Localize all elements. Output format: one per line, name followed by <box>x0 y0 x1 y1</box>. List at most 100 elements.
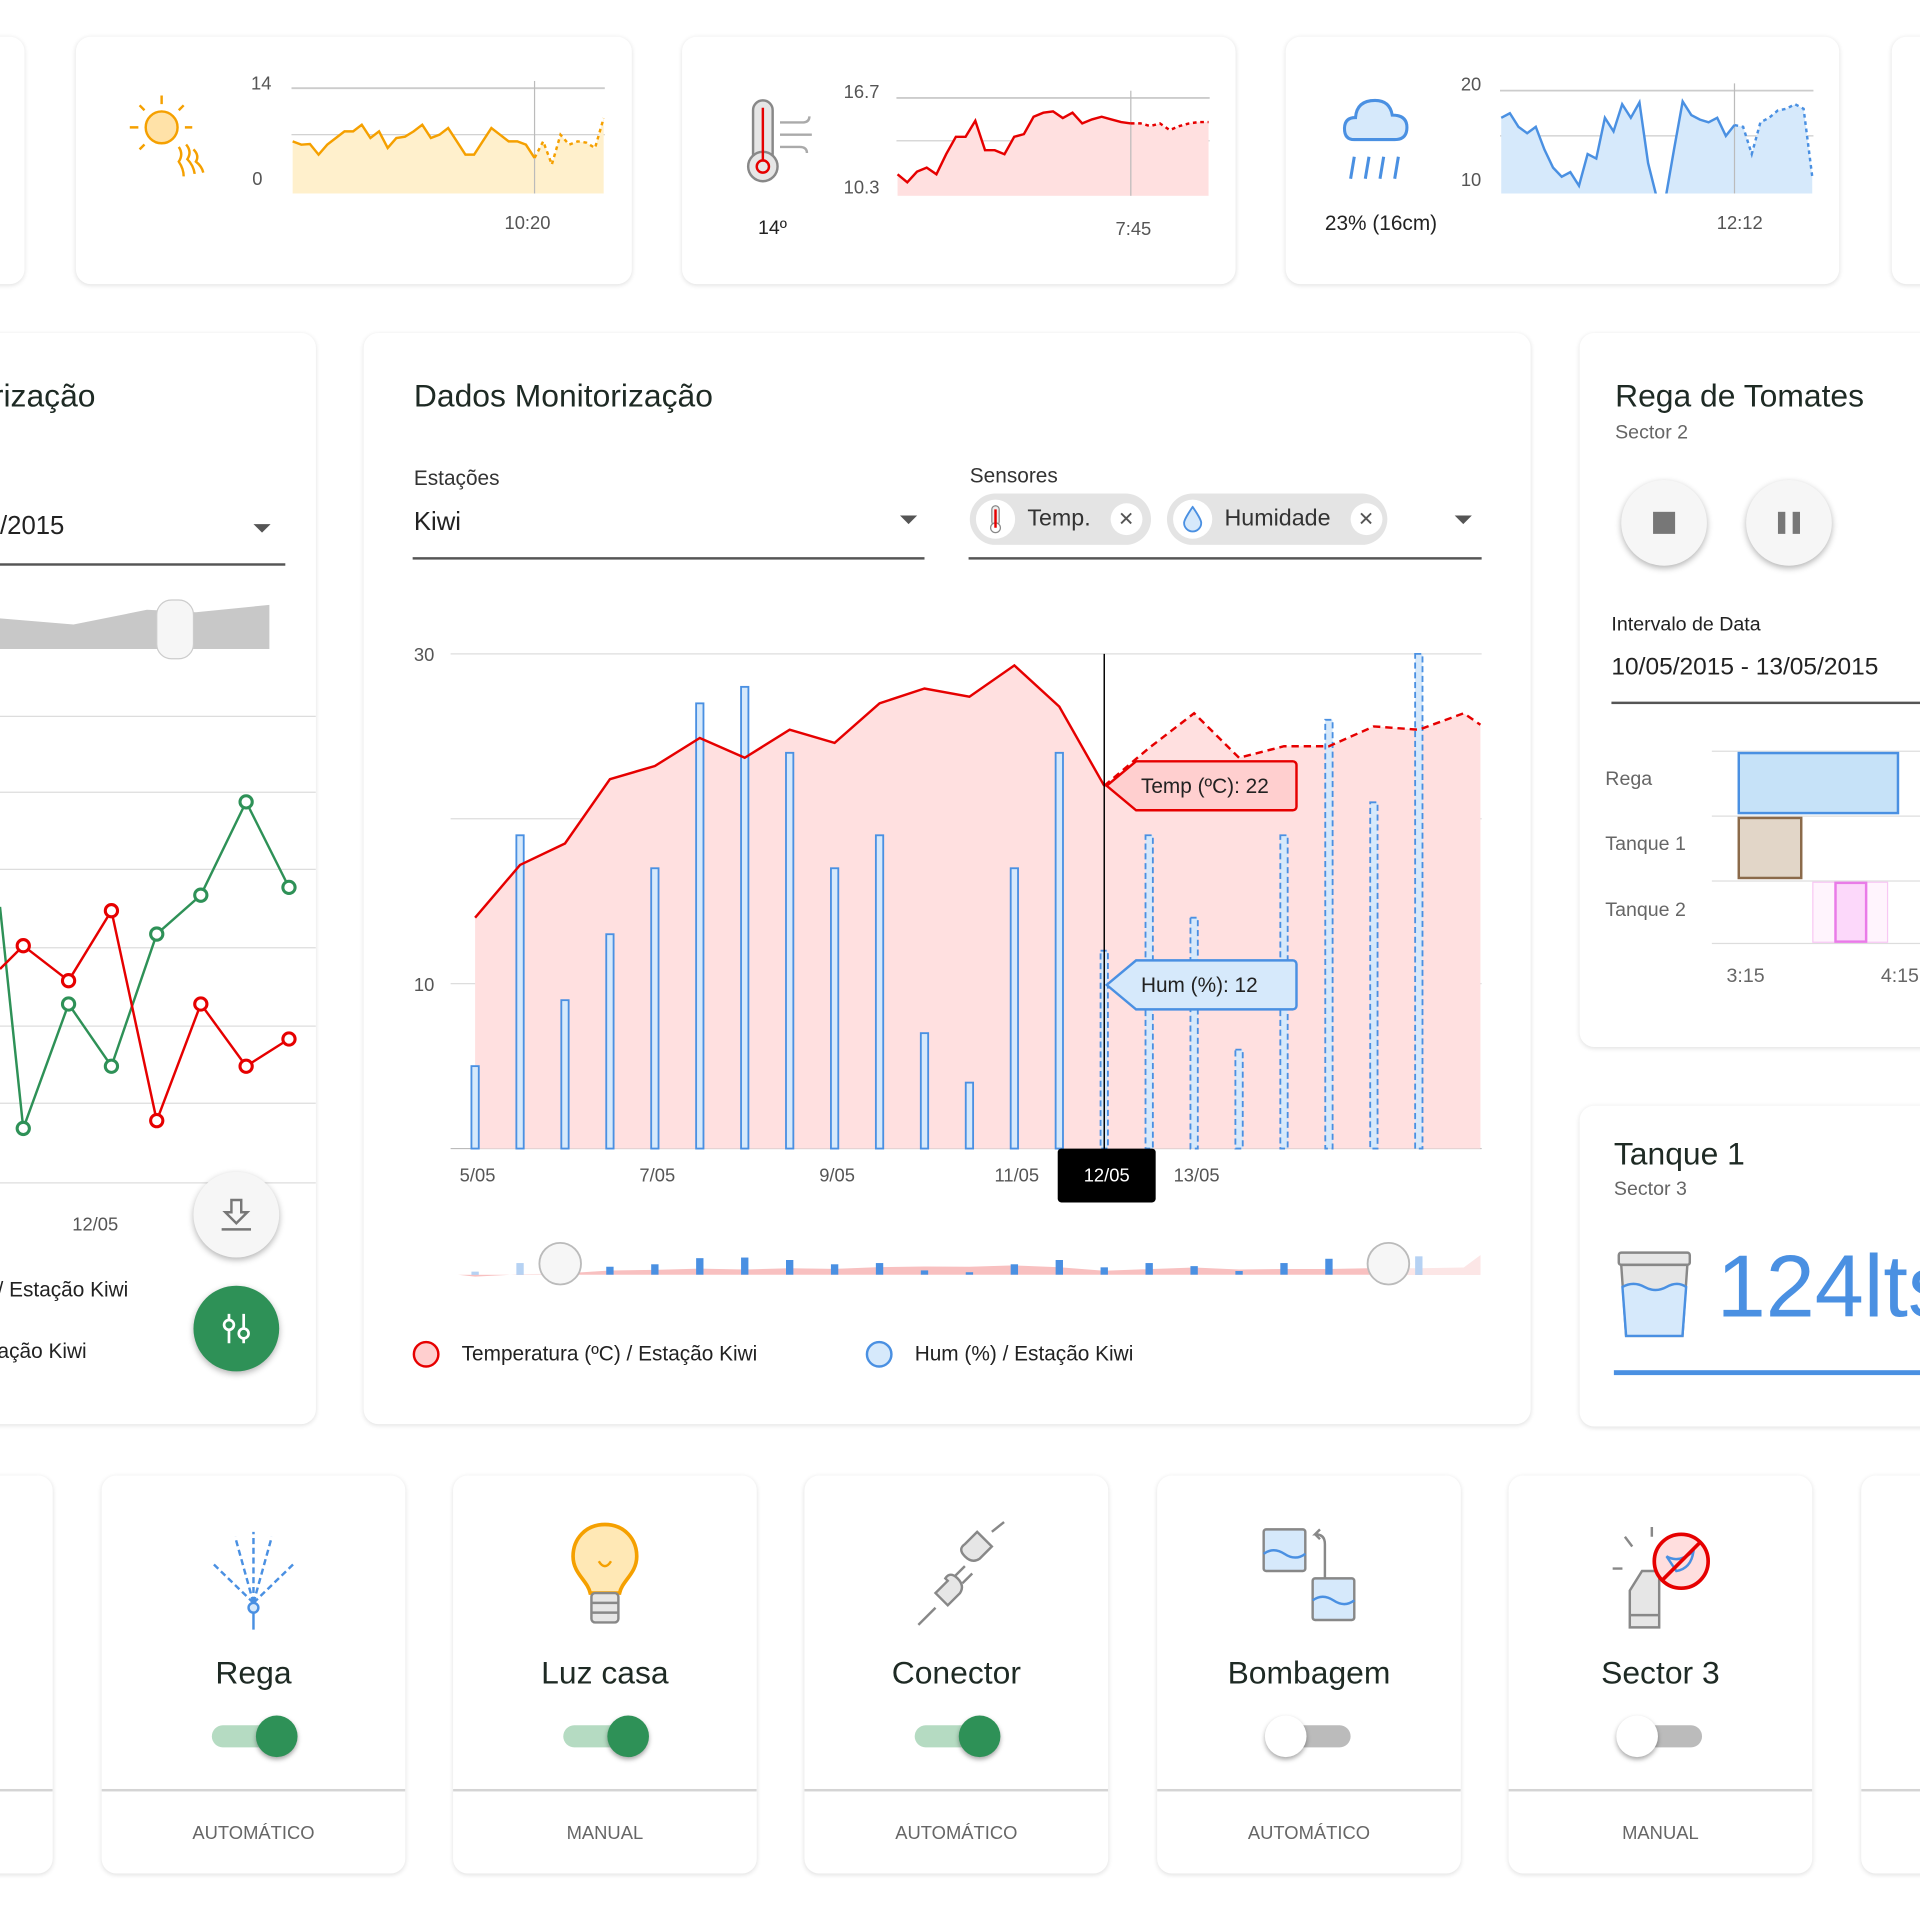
area-fill <box>1501 101 1813 194</box>
data-point <box>60 973 77 989</box>
chevron-down-icon[interactable] <box>1454 515 1472 525</box>
time-label: 7:45 <box>1115 219 1152 241</box>
rega-timeline-bar[interactable] <box>1737 751 1900 815</box>
weather-card-sun: 14 0 10:20 <box>75 36 632 285</box>
legend-item[interactable]: / Estação Kiwi <box>0 1278 129 1302</box>
divider <box>453 1788 757 1792</box>
device-mode[interactable]: AUTOMÁTICO <box>1247 1823 1371 1845</box>
date-range-label: Intervalo de Data <box>1611 614 1761 636</box>
navigator-bar <box>1100 1267 1108 1275</box>
legend-hum-marker[interactable] <box>865 1340 893 1368</box>
rega-tomates-card: Rega de Tomates Sector 2 Intervalo de Da… <box>1579 333 1920 1047</box>
field-underline <box>0 563 286 566</box>
chip-humidity[interactable]: Humidade ✕ <box>1166 493 1388 545</box>
toggle-knob[interactable] <box>1616 1715 1658 1758</box>
device-mode[interactable]: MANUAL <box>1622 1823 1699 1845</box>
legend-hum-label[interactable]: Hum (%) / Estação Kiwi <box>914 1342 1134 1366</box>
device-toggle[interactable] <box>914 1715 1001 1758</box>
timeline-row-label: Tanque 2 <box>1605 900 1686 921</box>
timeline-grid <box>1711 880 1920 882</box>
thermometer-icon <box>990 505 1002 534</box>
hum-bar <box>919 1032 930 1150</box>
main-chart[interactable]: 30 10 Temp (ºC): 22 Hum (%): 12 5/05 7/05 9/05… <box>364 333 1531 1424</box>
download-button[interactable] <box>193 1171 280 1258</box>
hum-bar <box>1009 867 1019 1150</box>
hum-forecast-bar <box>1324 718 1334 1150</box>
stop-button[interactable] <box>1621 480 1707 566</box>
navigator-bar <box>830 1264 839 1275</box>
navigator-bar <box>1235 1271 1243 1275</box>
device-card: Conector AUTOMÁTICO <box>804 1475 1109 1874</box>
navigator-bar <box>651 1264 659 1275</box>
navigator-area <box>457 1255 1481 1277</box>
date-range-input[interactable]: 10/05/2015 - 13/05/2015 <box>1611 653 1879 681</box>
chip-temp[interactable]: Temp. ✕ <box>969 493 1152 545</box>
navigator-bar <box>741 1257 749 1275</box>
toggle-knob[interactable] <box>958 1715 1001 1758</box>
device-toggle[interactable] <box>211 1715 298 1758</box>
device-card: Rega AUTOMÁTICO <box>101 1475 406 1874</box>
card-title: Dados Monitorização <box>413 377 713 414</box>
device-card: Bombagem AUTOMÁTICO <box>1157 1475 1461 1874</box>
pause-icon <box>1777 511 1801 534</box>
data-point <box>15 1120 31 1137</box>
sun-mini-chart <box>291 80 605 194</box>
time-label: 12:12 <box>1716 213 1763 234</box>
date-select-value[interactable]: /2015 <box>0 511 65 541</box>
device-mode[interactable]: AUTOMÁTICO <box>895 1823 1018 1845</box>
legend-item[interactable]: ação Kiwi <box>0 1339 87 1363</box>
timeline-grid <box>1711 942 1920 945</box>
navigator-bar <box>1325 1258 1333 1275</box>
stop-icon <box>1653 511 1676 534</box>
navigator-handle[interactable] <box>156 599 195 660</box>
tank-volume-value: 124lts <box>1716 1237 1920 1336</box>
navigator-bar <box>965 1272 974 1275</box>
tooltip-hum-text: Hum (%): 12 <box>1141 974 1258 997</box>
x-tick-label: 5/05 <box>460 1165 496 1186</box>
toggle-knob[interactable] <box>607 1715 649 1758</box>
chevron-down-icon[interactable] <box>900 515 918 525</box>
field-underline <box>412 557 925 559</box>
rain-value: 23% (16cm) <box>1324 211 1438 236</box>
pause-button[interactable] <box>1746 480 1832 566</box>
device-toggle[interactable] <box>1616 1715 1703 1758</box>
legend-temp-label[interactable]: Temperatura (ºC) / Estação Kiwi <box>461 1342 758 1366</box>
tanque2-timeline-bar[interactable] <box>1834 881 1868 943</box>
navigator-bar <box>920 1270 929 1275</box>
x-tick-label: 12/05 <box>72 1214 119 1236</box>
data-point <box>193 996 209 1012</box>
tank-level-bar <box>1613 1370 1920 1376</box>
filter-settings-button[interactable] <box>193 1285 280 1372</box>
remove-chip-icon[interactable]: ✕ <box>1350 503 1382 536</box>
toggle-knob[interactable] <box>255 1715 298 1758</box>
chip-label: Temp. <box>1027 505 1091 532</box>
data-point <box>15 938 31 954</box>
toggle-knob[interactable] <box>1264 1715 1307 1758</box>
station-select[interactable]: Kiwi <box>413 508 462 537</box>
device-mode[interactable]: AUTOMÁTICO <box>192 1823 315 1845</box>
tanque1-timeline-bar[interactable] <box>1737 816 1803 880</box>
monitoring-card-partial: Dados Monitorização /2015 12/05 / Estaçã… <box>0 333 316 1425</box>
timeline-grid <box>1711 815 1920 817</box>
x-tick-highlight <box>1057 1148 1156 1203</box>
plug-icon <box>917 1521 1005 1626</box>
monitoring-data-card: Dados Monitorização Estações Kiwi Sensor… <box>363 333 1531 1425</box>
pump-tanks-icon <box>1262 1528 1356 1622</box>
device-toggle[interactable] <box>563 1715 649 1758</box>
legend-temp-marker[interactable] <box>412 1340 440 1368</box>
navigator-handle[interactable] <box>538 1241 582 1286</box>
data-point <box>238 1058 254 1074</box>
rain-cloud-icon <box>1342 98 1409 180</box>
device-toggle[interactable] <box>1264 1715 1351 1758</box>
navigator-bar <box>786 1260 794 1275</box>
hum-bar <box>830 867 840 1150</box>
navigator-handle[interactable] <box>1366 1241 1411 1286</box>
hum-bar <box>695 702 705 1150</box>
navigator-bar <box>1190 1266 1198 1275</box>
hum-bar <box>785 751 795 1150</box>
chevron-down-icon[interactable] <box>253 524 271 533</box>
partial-device-card <box>1861 1475 1920 1874</box>
series-line <box>896 110 1131 185</box>
device-mode[interactable]: MANUAL <box>566 1823 644 1845</box>
remove-chip-icon[interactable]: ✕ <box>1110 503 1143 536</box>
